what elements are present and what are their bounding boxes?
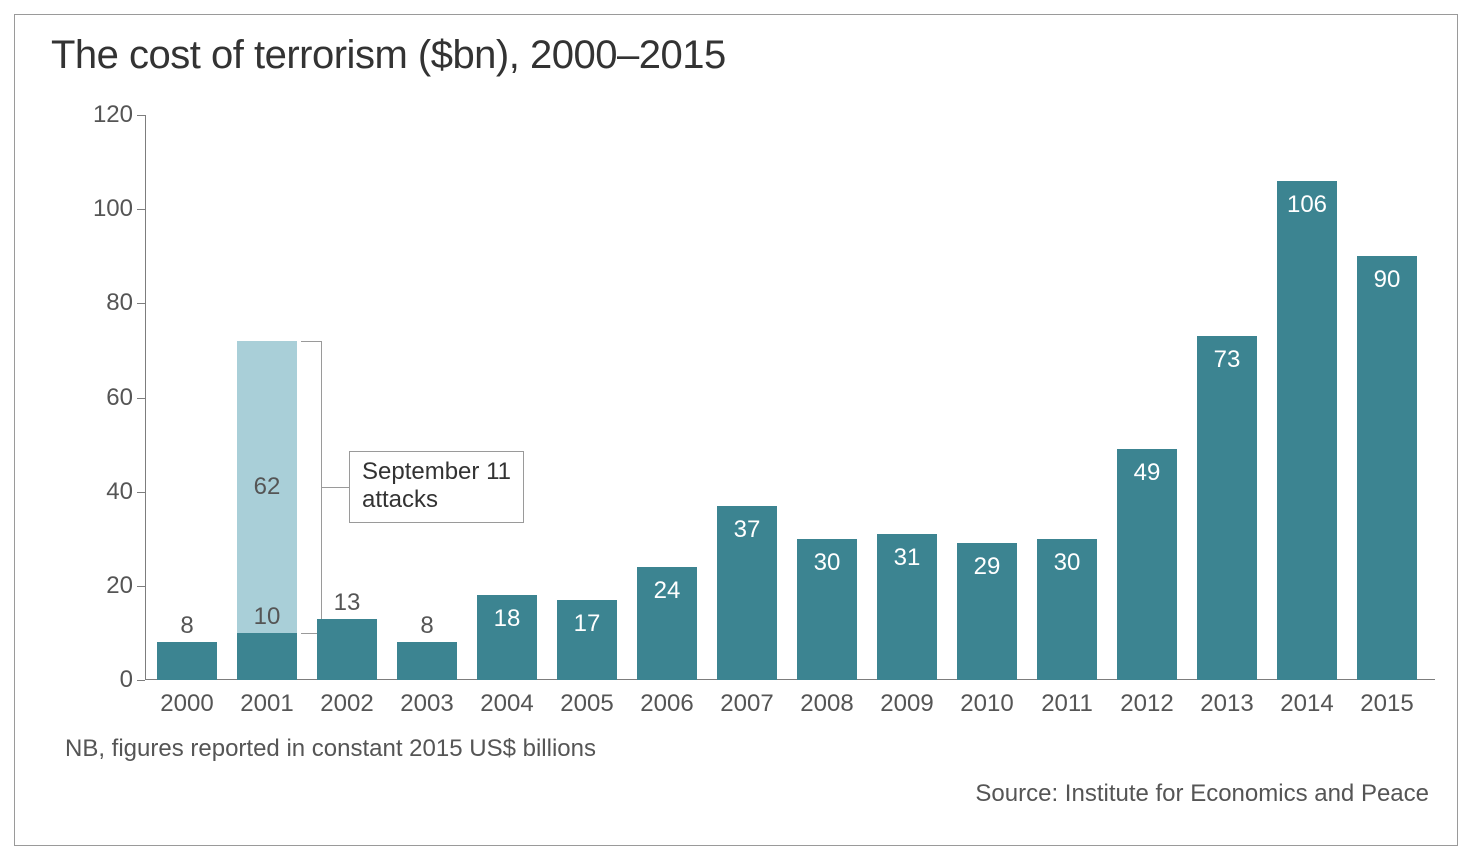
bar-value-label: 13 (317, 589, 377, 617)
chart-title: The cost of terrorism ($bn), 2000–2015 (51, 33, 726, 78)
y-tick-label: 20 (83, 572, 133, 600)
bar-value-label: 29 (957, 553, 1017, 581)
x-tick-label: 2003 (400, 690, 453, 718)
bar (1357, 256, 1417, 680)
x-tick-label: 2000 (160, 690, 213, 718)
x-tick-label: 2001 (240, 690, 293, 718)
x-tick-label: 2008 (800, 690, 853, 718)
bar (1277, 181, 1337, 680)
bar-value-label: 10 (237, 603, 297, 631)
bar-value-label: 37 (717, 516, 777, 544)
x-tick-label: 2013 (1200, 690, 1253, 718)
y-tick-mark (137, 680, 145, 681)
callout-connector (321, 487, 349, 488)
y-tick-mark (137, 492, 145, 493)
bar-value-label: 49 (1117, 459, 1177, 487)
y-tick-label: 100 (83, 195, 133, 223)
y-tick-mark (137, 398, 145, 399)
bar-value-label: 106 (1277, 191, 1337, 219)
callout-text-1: September 11 (362, 458, 511, 486)
x-tick-label: 2004 (480, 690, 533, 718)
x-tick-label: 2007 (720, 690, 773, 718)
y-tick-label: 0 (83, 666, 133, 694)
bar (397, 642, 457, 680)
chart-footnote: NB, figures reported in constant 2015 US… (65, 735, 596, 763)
y-axis (145, 115, 146, 680)
bar-value-label: 31 (877, 544, 937, 572)
x-tick-label: 2014 (1280, 690, 1333, 718)
y-tick-mark (137, 115, 145, 116)
bar (1197, 336, 1257, 680)
x-tick-label: 2002 (320, 690, 373, 718)
y-tick-mark (137, 303, 145, 304)
callout-box: September 11attacks (349, 451, 524, 522)
chart-source: Source: Institute for Economics and Peac… (975, 780, 1429, 808)
y-tick-label: 40 (83, 478, 133, 506)
x-tick-label: 2012 (1120, 690, 1173, 718)
bar-value-label: 73 (1197, 346, 1257, 374)
bar-value-label: 90 (1357, 266, 1417, 294)
bar-value-label: 24 (637, 577, 697, 605)
plot-area: 0204060801001208200062September 11attack… (145, 115, 1435, 680)
y-tick-mark (137, 209, 145, 210)
bar (237, 633, 297, 680)
x-tick-label: 2006 (640, 690, 693, 718)
overlay-bar-label: 62 (237, 473, 297, 501)
y-tick-label: 120 (83, 101, 133, 129)
x-tick-label: 2015 (1360, 690, 1413, 718)
chart-frame: The cost of terrorism ($bn), 2000–2015 0… (14, 14, 1458, 846)
y-tick-label: 80 (83, 289, 133, 317)
x-tick-label: 2009 (880, 690, 933, 718)
bar-value-label: 30 (1037, 549, 1097, 577)
bar-value-label: 8 (157, 612, 217, 640)
x-tick-label: 2005 (560, 690, 613, 718)
x-tick-label: 2010 (960, 690, 1013, 718)
bar-value-label: 17 (557, 610, 617, 638)
bar (157, 642, 217, 680)
y-tick-mark (137, 586, 145, 587)
bar (317, 619, 377, 680)
bar-value-label: 8 (397, 612, 457, 640)
callout-text-2: attacks (362, 486, 511, 514)
bar-value-label: 18 (477, 605, 537, 633)
bar-value-label: 30 (797, 549, 857, 577)
y-tick-label: 60 (83, 384, 133, 412)
x-tick-label: 2011 (1041, 690, 1093, 718)
callout-connector (301, 341, 321, 342)
